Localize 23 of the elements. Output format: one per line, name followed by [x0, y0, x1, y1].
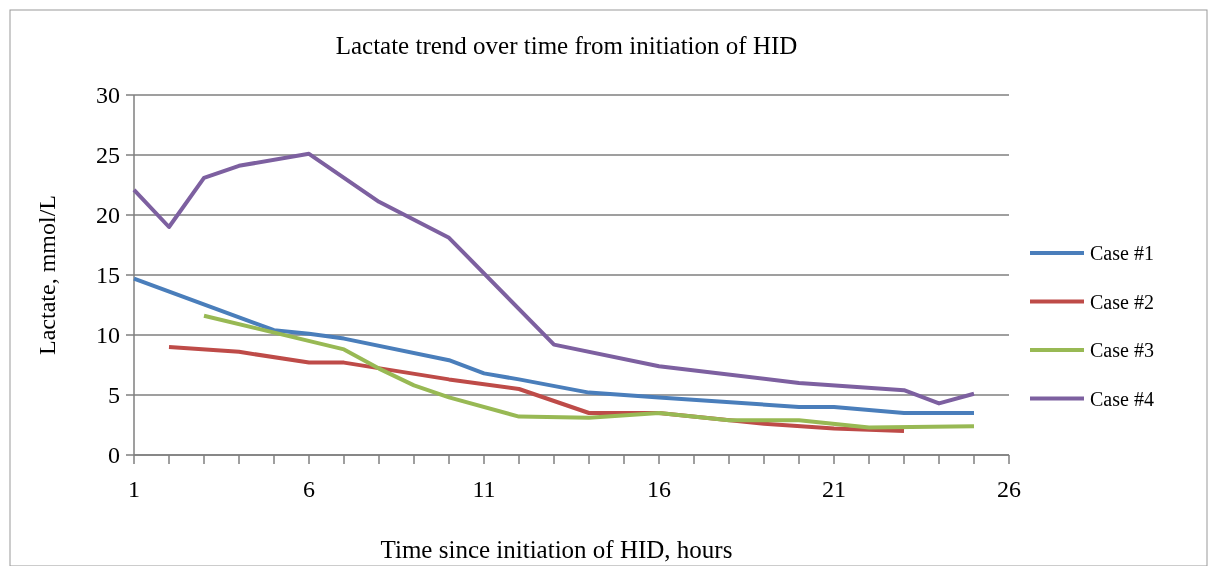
y-tick-label: 15 — [96, 262, 120, 289]
y-tick-label: 0 — [108, 442, 120, 469]
chart-title: Lactate trend over time from initiation of HID — [335, 32, 798, 59]
legend-label: Case #1 — [1090, 242, 1154, 264]
y-tick-label: 30 — [96, 82, 120, 109]
x-tick-label: 11 — [472, 476, 496, 502]
legend-label: Case #4 — [1090, 387, 1154, 410]
legend-label: Case #3 — [1090, 339, 1154, 361]
x-tick-label: 16 — [647, 476, 671, 502]
y-tick-label: 25 — [96, 142, 120, 169]
y-tick-label: 5 — [108, 382, 120, 409]
x-tick-label: 6 — [303, 476, 315, 502]
line-series — [202, 313, 976, 430]
x-axis-title: Time since initiation of HID, hours — [380, 536, 733, 563]
y-tick-label: 20 — [96, 202, 120, 229]
x-tick-label: 21 — [822, 476, 846, 502]
legend-label: Case #2 — [1090, 290, 1154, 313]
y-tick-label: 10 — [96, 322, 120, 349]
x-tick-label: 26 — [997, 476, 1021, 502]
x-tick-label: 1 — [128, 476, 140, 502]
line-series — [132, 276, 976, 415]
line-series — [132, 151, 976, 406]
y-axis-title: Lactate, mmol/L — [34, 195, 60, 355]
